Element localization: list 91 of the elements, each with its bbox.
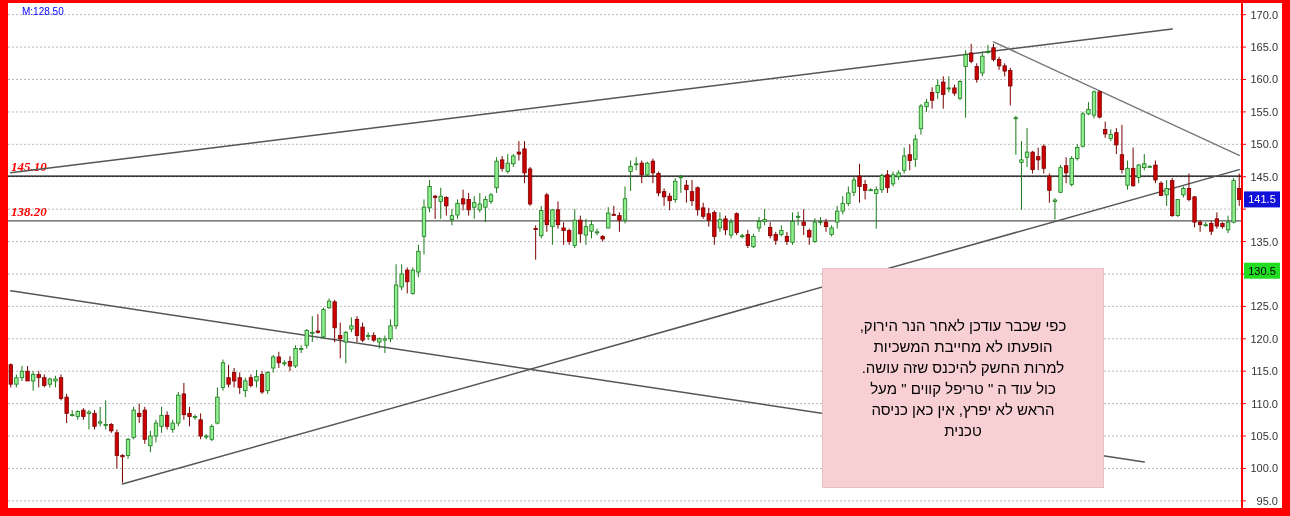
candlestick <box>795 211 801 226</box>
candlestick <box>578 215 583 244</box>
candlestick <box>198 412 203 440</box>
candlestick <box>745 229 750 249</box>
note-box: כפי שכבר עודכן לאחר הנר הירוק, הופעתו לא מחייבת המשכיות למרות החשק להיכנס שזה עושה. כול עוד ה " טריפל קווים " מעל הראש לא יפרץ, אין כאן כניסה טכנית <box>822 268 1104 488</box>
candlestick <box>287 355 293 372</box>
candlestick <box>946 75 951 93</box>
candlestick <box>885 169 890 194</box>
candlestick <box>1119 124 1125 174</box>
candlestick <box>650 158 656 184</box>
candlestick <box>902 147 907 174</box>
candlestick <box>1052 197 1058 221</box>
candlestick <box>969 43 974 64</box>
candlestick <box>86 409 92 431</box>
candlestick <box>639 160 644 184</box>
y-tick-label: 105.0 <box>1250 430 1278 443</box>
candlestick <box>717 211 723 233</box>
candlestick <box>338 322 343 359</box>
candlestick <box>192 414 198 421</box>
y-tick-label: 135.0 <box>1250 235 1278 248</box>
candlestick <box>550 208 555 246</box>
y-tick-label: 165.0 <box>1250 41 1278 54</box>
candlestick <box>628 160 633 192</box>
candlestick <box>790 211 795 246</box>
candlestick <box>723 215 728 236</box>
candlestick <box>1153 160 1158 184</box>
candlestick <box>784 231 790 246</box>
candlestick <box>343 330 348 364</box>
candlestick <box>913 134 918 168</box>
candlestick <box>165 410 170 431</box>
candlestick <box>1019 140 1024 211</box>
y-tick-label: 125.0 <box>1250 300 1278 313</box>
candlestick <box>125 437 131 460</box>
candlestick <box>92 409 97 431</box>
annotation: 141.5 <box>1248 193 1276 206</box>
candlestick <box>728 218 734 239</box>
candlestick <box>673 177 678 204</box>
candlestick <box>1130 147 1136 187</box>
candlestick <box>1114 127 1119 155</box>
candlestick <box>622 185 628 224</box>
y-tick-label: 120.0 <box>1250 332 1278 345</box>
candlestick <box>678 174 683 194</box>
candlestick <box>801 208 806 236</box>
candlestick <box>98 406 103 427</box>
candlestick <box>1024 127 1030 168</box>
candlestick <box>963 49 968 119</box>
annotation: M:128.50 <box>22 6 65 17</box>
candlestick <box>444 195 449 217</box>
candlestick <box>684 179 689 204</box>
candlestick <box>907 143 912 171</box>
candlestick <box>1125 160 1130 191</box>
y-tick-label: 150.0 <box>1250 138 1278 151</box>
candlestick <box>555 200 561 230</box>
candlestick <box>259 370 265 395</box>
candlestick <box>935 79 940 100</box>
candlestick <box>734 211 739 236</box>
ref-line-label: 138.20 <box>11 203 48 219</box>
candlestick <box>405 266 410 294</box>
candlestick <box>980 51 985 77</box>
y-tick-label: 160.0 <box>1250 73 1278 86</box>
candlestick <box>265 370 270 395</box>
candlestick <box>315 313 321 335</box>
candlestick <box>533 224 538 261</box>
candlestick <box>31 370 36 392</box>
candlestick <box>366 331 371 341</box>
candlestick <box>823 218 829 233</box>
candlestick <box>243 377 248 398</box>
y-tick-label: 100.0 <box>1250 462 1278 475</box>
candlestick <box>606 206 611 230</box>
y-tick-label: 115.0 <box>1251 365 1278 378</box>
candlestick <box>957 79 963 101</box>
y-tick-label: 170.0 <box>1250 8 1278 21</box>
candlestick <box>1164 179 1169 207</box>
candlestick <box>433 194 438 220</box>
candlestick <box>1237 172 1242 207</box>
candlestick <box>1013 115 1018 156</box>
annotation: 130.5 <box>1248 264 1276 277</box>
candlestick <box>438 187 443 220</box>
candlestick <box>103 399 108 431</box>
candlestick <box>941 75 946 110</box>
y-tick-label: 155.0 <box>1250 105 1278 118</box>
y-tick-label: 95.0 <box>1256 494 1278 507</box>
candlestick <box>1047 172 1052 204</box>
candlestick <box>1063 156 1069 184</box>
candlestick <box>974 62 979 84</box>
y-tick-label: 110.0 <box>1251 397 1278 410</box>
annotation: כפי שכבר עודכן לאחר הנר הירוק, הופעתו לא מחייבת המשכיות למרות החשק להיכנס שזה עושה. כול עוד ה " טריפל קווים " מעל הראש לא יפרץ, אין כאן כניסה טכנית <box>859 316 1067 441</box>
candlestick <box>929 86 935 110</box>
candlestick <box>8 362 13 388</box>
y-tick-label: 145.0 <box>1250 170 1278 183</box>
candlestick <box>985 44 991 55</box>
